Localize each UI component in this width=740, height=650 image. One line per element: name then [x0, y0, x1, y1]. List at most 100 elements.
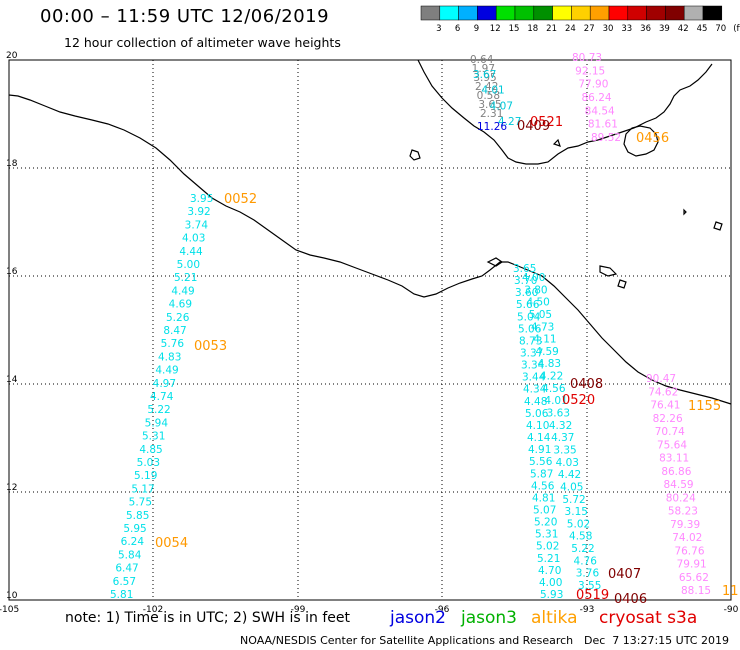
units-note: note: 1) Time is in UTC; 2) SWH is in fe…: [65, 610, 351, 626]
page-title: 00:00 – 11:59 UTC 12/06/2019: [40, 6, 330, 27]
wave-height-value: 76.76: [674, 545, 704, 557]
pass-time-label: 0409: [517, 119, 550, 134]
wave-height-value: 5.20: [534, 517, 557, 529]
pass-time-label: 0408: [570, 377, 603, 392]
pass-time-label: 11: [722, 584, 739, 599]
wave-height-value: 75.64: [657, 439, 687, 451]
wave-height-value: 4.00: [539, 577, 562, 589]
wave-height-value: 5.72: [562, 494, 585, 506]
wave-height-value: 5.22: [147, 404, 170, 416]
wave-height-value: 4.83: [158, 351, 181, 363]
wave-height-value: 4.48: [524, 396, 547, 408]
wave-height-value: 4.00: [522, 272, 545, 284]
pass-time-label: 0052: [224, 192, 257, 207]
wave-height-value: 3.95: [473, 72, 496, 84]
longitude-label: -93: [580, 605, 595, 615]
color-swatch: [420, 5, 441, 21]
wave-height-value: 3.63: [547, 408, 570, 420]
color-scale-label: (ft): [733, 24, 740, 34]
wave-height-value: 5.03: [137, 457, 160, 469]
wave-height-value: 6.24: [121, 536, 145, 548]
wave-height-value: 5.02: [536, 541, 559, 553]
pass-time-label: 0521: [530, 115, 563, 130]
wave-height-value: 1.97: [472, 63, 495, 75]
wave-height-value: 84.59: [664, 479, 694, 491]
wave-height-value: 4.49: [171, 285, 194, 297]
wave-height-value: 92.15: [575, 65, 605, 77]
wave-height-value: 5.31: [535, 529, 558, 541]
color-scale-label: 18: [527, 24, 538, 34]
color-swatch: [514, 5, 535, 21]
wave-height-value: 0.64: [470, 54, 494, 66]
wave-height-value: 5.00: [177, 259, 200, 271]
wave-height-value: 3.60: [515, 287, 538, 299]
pass-time-label: 0456: [636, 131, 669, 146]
pass-time-label: 0054: [155, 536, 188, 551]
longitude-labels: -105 -102 -99 -96 -93 -90: [0, 605, 739, 615]
wave-height-value: 3.80: [524, 284, 547, 296]
wave-height-value: 6.57: [113, 576, 136, 588]
wave-height-value: 84.54: [585, 105, 615, 117]
wave-height-value: 5.94: [145, 417, 169, 429]
wave-height-value: 4.34: [523, 384, 547, 396]
wave-height-value: 74.62: [648, 386, 678, 398]
color-scale-label: 27: [584, 24, 595, 34]
wave-height-value: 4.05: [560, 481, 583, 493]
wave-height-value: 5.05: [529, 309, 552, 321]
wave-height-value: 86.24: [582, 92, 612, 104]
color-scale-label: 3: [436, 24, 441, 34]
color-swatch: [477, 5, 497, 21]
wave-height-value: 65.62: [679, 572, 709, 584]
longitude-label: -90: [724, 605, 739, 615]
wave-height-value: 3.15: [565, 506, 588, 518]
wave-height-value: 4.11: [533, 334, 556, 346]
wave-height-value: 3.76: [576, 568, 600, 580]
wave-height-value: 5.75: [129, 497, 152, 509]
credit-line: NOAA/NESDIS Center for Satellite Applica…: [240, 634, 574, 647]
wave-height-value: 4.07: [490, 100, 513, 112]
wave-height-value: 5.76: [161, 338, 185, 350]
wave-height-value: 4.01: [481, 85, 504, 97]
map-frame: [8, 59, 732, 601]
wave-height-value: 81.61: [588, 119, 618, 131]
wave-height-value: 79.91: [677, 559, 707, 571]
wave-height-value: 2.42: [475, 81, 498, 93]
color-scale-label: 12: [490, 24, 501, 34]
wave-height-value: 6.47: [115, 563, 138, 575]
wave-height-value: 89.52: [591, 132, 621, 144]
color-swatch: [439, 5, 459, 21]
wave-height-value: 4.03: [182, 233, 205, 245]
wave-height-value: 79.39: [670, 519, 700, 531]
wave-height-value: 5.56: [529, 456, 553, 468]
latitude-label: 20: [6, 51, 18, 61]
color-swatch: [665, 5, 685, 21]
wave-height-value: 4.74: [150, 391, 174, 403]
wave-height-value: 4.01: [544, 395, 567, 407]
wave-height-value: 90.47: [646, 373, 676, 385]
wave-height-value: 4.32: [549, 420, 572, 432]
latitude-label: 14: [6, 375, 18, 385]
wave-height-value: 4.49: [155, 365, 178, 377]
wave-height-tracks: 3.953.923.744.034.445.005.214.494.695.26…: [110, 52, 711, 601]
page-subtitle: 12 hour collection of altimeter wave hei…: [64, 35, 341, 50]
wave-height-value: 4.70: [538, 565, 561, 577]
latitude-label: 10: [6, 591, 18, 601]
graticule: [9, 60, 731, 600]
wave-height-value: 5.26: [166, 312, 190, 324]
wave-height-value: 3.95: [190, 193, 213, 205]
wave-height-value: 3.70: [514, 275, 537, 287]
wave-height-value: 3.92: [187, 206, 210, 218]
color-swatch: [533, 5, 553, 21]
pass-time-label: 0053: [194, 339, 227, 354]
wave-height-value: 5.84: [118, 549, 142, 561]
color-swatch: [608, 5, 629, 21]
wave-height-value: 3.55: [578, 580, 601, 592]
wave-height-value: 3.44: [522, 372, 546, 384]
color-scale-label: 33: [621, 24, 632, 34]
pass-time-label: 0406: [614, 592, 647, 607]
wave-height-value: 5.06: [525, 408, 549, 420]
wave-height-value: 5.06: [518, 323, 542, 335]
wave-height-value: 4.56: [542, 383, 566, 395]
wave-height-value: 80.73: [572, 52, 602, 64]
